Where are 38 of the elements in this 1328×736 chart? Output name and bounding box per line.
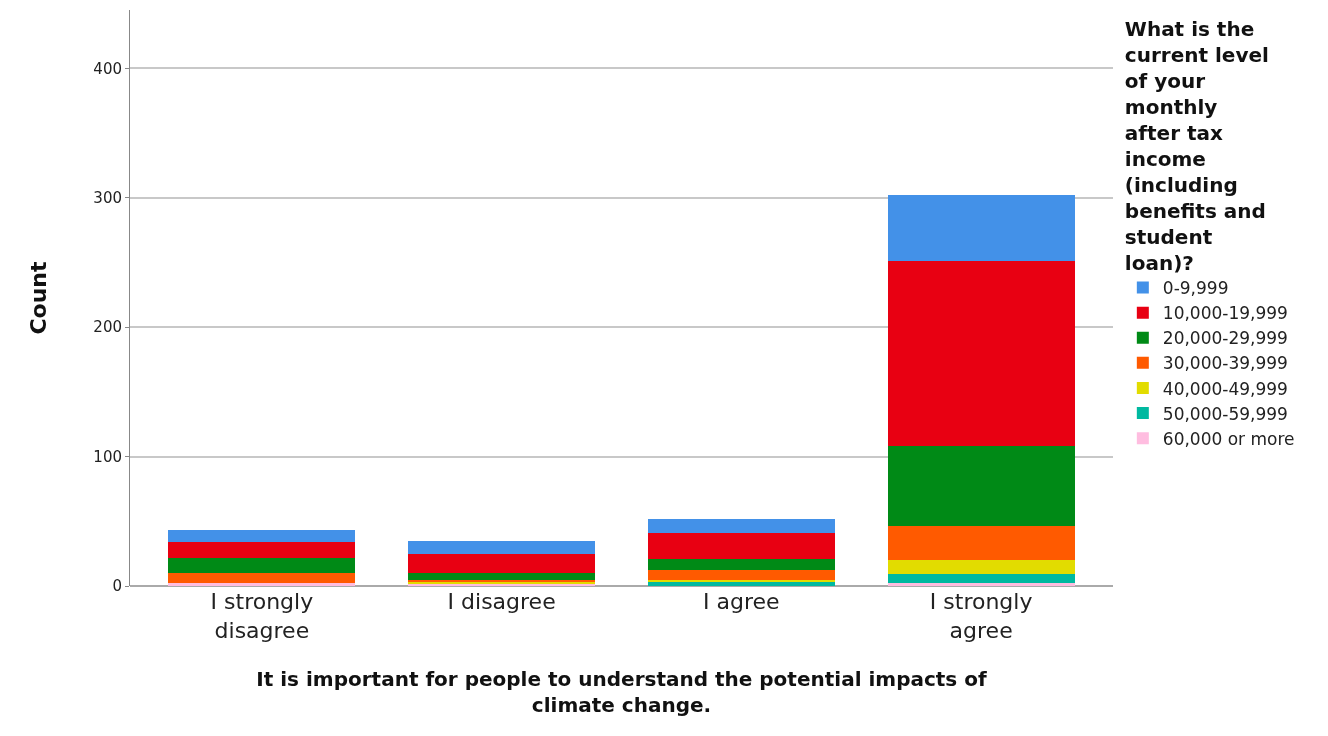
x-tick-label: I strongly agree <box>929 589 1033 643</box>
bar <box>887 574 1075 584</box>
bar <box>408 540 596 554</box>
bar <box>168 541 356 558</box>
x-axis-title: It is important for people to understand the potential impacts of climate change. <box>256 667 987 718</box>
bar <box>647 532 835 559</box>
y-tick-label: 200 <box>93 318 122 337</box>
bar <box>887 583 1075 586</box>
legend-label: 0-9,999 <box>1162 278 1229 299</box>
bar <box>168 583 356 586</box>
bar <box>887 526 1075 561</box>
x-tick-label: I strongly disagree <box>210 589 314 643</box>
x-tick-label: I agree <box>703 589 780 614</box>
legend-label: 60,000 or more <box>1162 428 1295 449</box>
bar <box>168 557 356 574</box>
bar <box>887 446 1075 527</box>
y-tick-label: 0 <box>112 577 122 596</box>
legend-label: 30,000-39,999 <box>1162 353 1288 374</box>
text: What is the current level of your monthly after tax income (including benefits and student loan)? <box>1124 17 1269 275</box>
y-tick-label: 100 <box>93 447 122 466</box>
bar <box>168 530 356 542</box>
bar <box>408 573 596 580</box>
y-tick-label: 400 <box>93 59 122 78</box>
bar <box>887 560 1075 575</box>
legend-label: 20,000-29,999 <box>1162 328 1288 349</box>
bar <box>647 558 835 571</box>
legend-label: 50,000-59,999 <box>1162 403 1288 424</box>
bar <box>647 518 835 533</box>
x-tick-label: I disagree <box>447 589 556 614</box>
bar <box>408 553 596 574</box>
y-tick-label: 300 <box>93 188 122 207</box>
legend-label: 10,000-19,999 <box>1162 303 1288 324</box>
bar <box>647 570 835 580</box>
bar <box>887 195 1075 262</box>
y-axis-title: Count <box>26 260 52 335</box>
legend-label: 40,000-49,999 <box>1162 378 1288 399</box>
bar <box>168 573 356 584</box>
bar <box>887 261 1075 447</box>
